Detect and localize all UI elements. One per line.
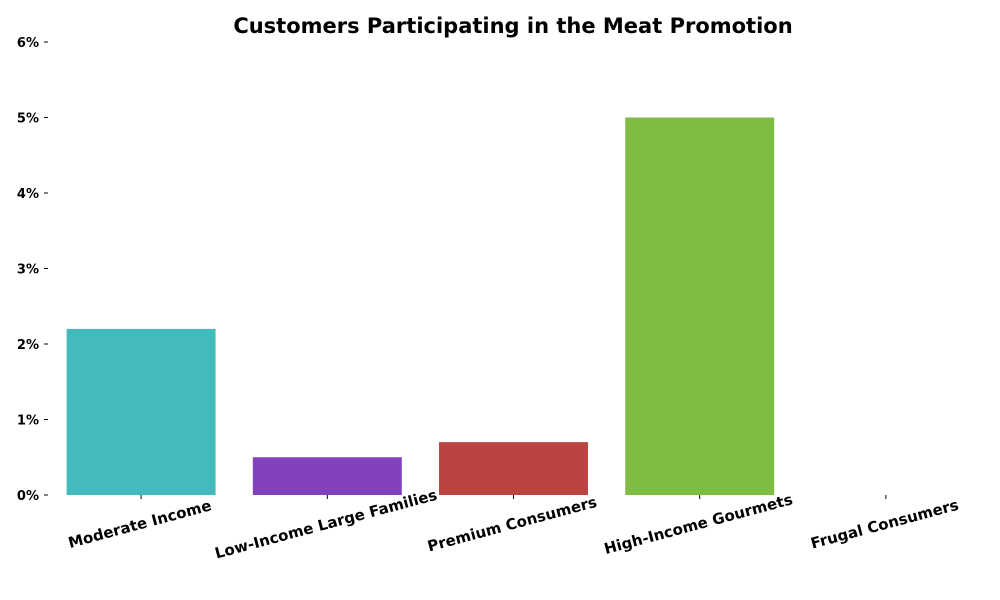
x-axis: Moderate Income Low-Income Large Families…: [66, 486, 960, 563]
bars: [66, 117, 775, 495]
y-axis: 0% 1% 2% 3% 4% 5% 6%: [17, 36, 48, 504]
y-tick-label: 3%: [17, 263, 39, 278]
bar: [439, 442, 588, 495]
y-tick-label: 0%: [17, 489, 39, 504]
x-tick-label: Moderate Income: [66, 496, 213, 552]
x-tick-label: Frugal Consumers: [809, 496, 961, 553]
y-tick-label: 5%: [17, 112, 39, 127]
bar: [66, 328, 216, 495]
x-tick-label: Premium Consumers: [426, 493, 599, 556]
y-tick-label: 2%: [17, 338, 39, 353]
y-tick-label: 4%: [17, 187, 39, 202]
chart-title: Customers Participating in the Meat Prom…: [233, 14, 792, 38]
y-tick-label: 1%: [17, 414, 39, 429]
y-tick-label: 6%: [17, 36, 39, 51]
x-tick-label: Low-Income Large Families: [213, 486, 439, 563]
x-tick-label: High-Income Gourmets: [602, 490, 795, 558]
bar: [625, 117, 775, 495]
bar: [252, 457, 402, 495]
